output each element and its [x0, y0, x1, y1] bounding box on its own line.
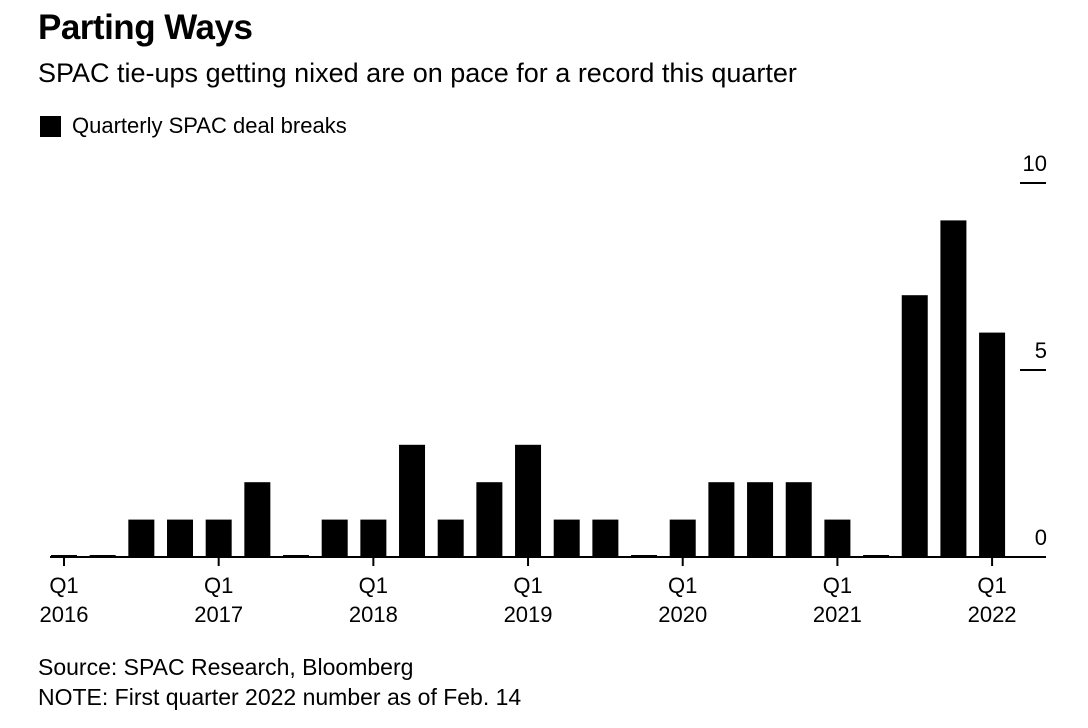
y-tick-label: 0	[1035, 525, 1047, 550]
x-tick-label-quarter: Q1	[823, 573, 852, 598]
source-text: Source: SPAC Research, Bloomberg	[38, 654, 414, 680]
x-tick-label-year: 2021	[813, 602, 862, 627]
source-note: Source: SPAC Research, Bloomberg NOTE: F…	[38, 652, 521, 712]
bar	[399, 444, 426, 557]
bar	[553, 519, 580, 557]
x-tick-label-year: 2022	[968, 602, 1017, 627]
x-tick-label-year: 2016	[40, 602, 89, 627]
x-tick-label-quarter: Q1	[977, 573, 1006, 598]
chart-subtitle: SPAC tie-ups getting nixed are on pace f…	[38, 58, 797, 88]
legend-label: Quarterly SPAC deal breaks	[72, 113, 347, 138]
bar	[592, 519, 619, 557]
bar	[747, 482, 774, 557]
bar	[979, 332, 1006, 557]
x-tick-label-quarter: Q1	[204, 573, 233, 598]
x-tick-label-year: 2020	[658, 602, 707, 627]
bar	[128, 519, 155, 557]
note-text: NOTE: First quarter 2022 number as of Fe…	[38, 684, 522, 710]
bar	[708, 482, 735, 557]
x-tick-label-quarter: Q1	[49, 573, 78, 598]
bar	[785, 482, 812, 557]
legend: Quarterly SPAC deal breaks	[40, 113, 347, 139]
bar	[360, 519, 387, 557]
bar	[515, 444, 542, 557]
y-tick-label: 5	[1035, 338, 1047, 363]
x-tick-label-year: 2018	[349, 602, 398, 627]
x-tick-label-quarter: Q1	[513, 573, 542, 598]
bar	[205, 519, 232, 557]
bar	[669, 519, 696, 557]
bar	[321, 519, 348, 557]
chart-title: Parting Ways	[38, 8, 253, 47]
x-tick-label-year: 2019	[504, 602, 553, 627]
x-tick-label-quarter: Q1	[359, 573, 388, 598]
y-tick-label: 10	[1023, 151, 1047, 176]
bar	[244, 482, 271, 557]
x-tick-label-quarter: Q1	[668, 573, 697, 598]
bar	[437, 519, 464, 557]
bar	[901, 295, 928, 557]
bar	[824, 519, 851, 557]
x-tick-label-year: 2017	[194, 602, 243, 627]
bar	[167, 519, 194, 557]
bar	[940, 220, 967, 557]
legend-swatch	[40, 115, 61, 137]
bar	[476, 482, 503, 557]
